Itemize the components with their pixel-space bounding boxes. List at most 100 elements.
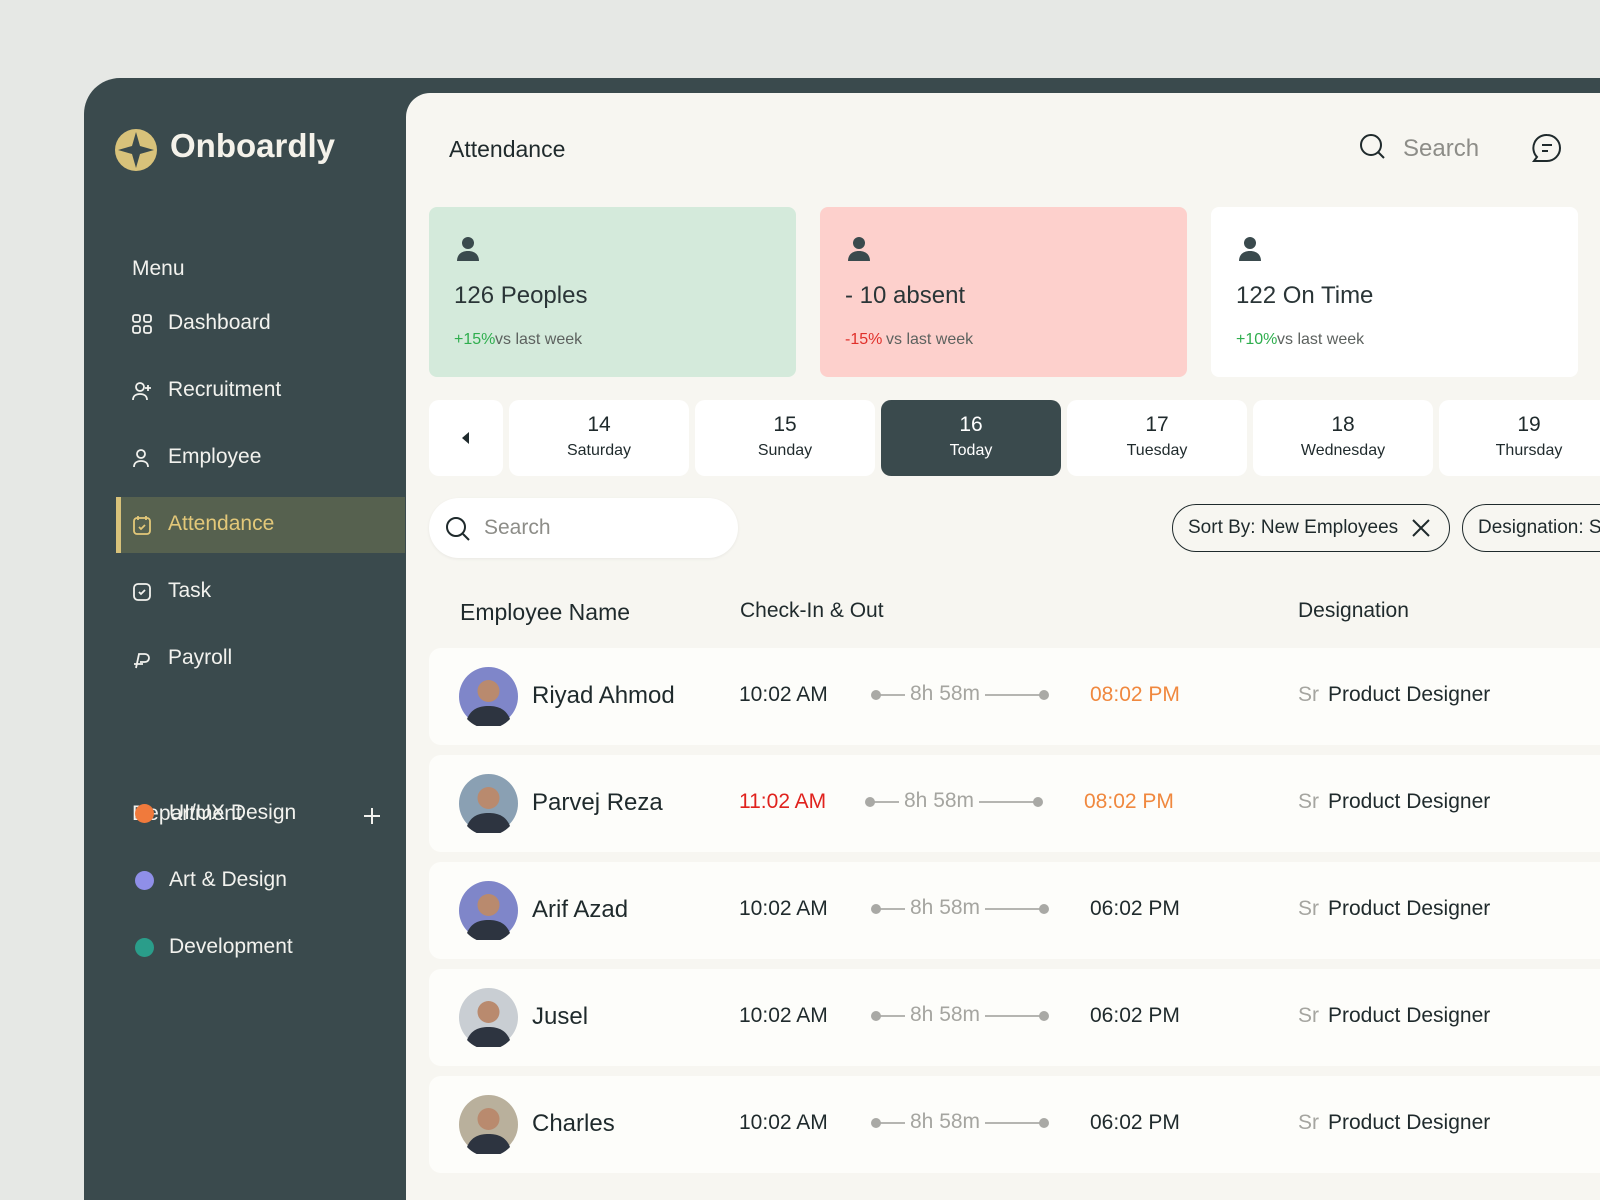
- duration-dot: [871, 690, 881, 700]
- department-dot: [135, 938, 154, 957]
- designation-level: Sr: [1298, 683, 1319, 706]
- column-header: Employee Name: [460, 599, 631, 625]
- duration-dot: [871, 904, 881, 914]
- menu-icon: [131, 514, 153, 541]
- calendar-day[interactable]: 15 Sunday: [695, 400, 875, 476]
- duration: 8h 58m: [905, 682, 986, 706]
- filter-chip[interactable]: Designation: S: [1462, 504, 1600, 552]
- avatar: [459, 988, 518, 1052]
- designation-level: Sr: [1298, 897, 1319, 920]
- menu-item[interactable]: Employee: [116, 430, 400, 486]
- menu-item[interactable]: Dashboard: [116, 296, 400, 352]
- menu-label: Task: [168, 579, 212, 602]
- menu-label: Recruitment: [168, 378, 282, 401]
- day-label: Saturday: [566, 442, 632, 459]
- check-out: 08:02 PM: [1084, 790, 1174, 813]
- logo: [115, 129, 157, 171]
- duration-dot: [871, 1011, 881, 1021]
- menu-icon: [131, 447, 153, 474]
- day-label: Today: [949, 442, 993, 459]
- duration-dot: [865, 797, 875, 807]
- department-label[interactable]: Art & Design: [169, 868, 287, 891]
- duration-dot: [1033, 797, 1043, 807]
- stat-change: +10%: [1236, 331, 1278, 348]
- stat-value: 122 On Time: [1236, 282, 1374, 309]
- designation-level: Sr: [1298, 1111, 1319, 1134]
- search-icon: [445, 516, 471, 547]
- search-placeholder: Search: [484, 516, 551, 539]
- search-icon: [1359, 133, 1387, 166]
- content-panel: Attendance Search 126 Peoples +15% vs last w…: [406, 93, 1600, 1200]
- column-header: Designation: [1298, 599, 1409, 622]
- avatar: [459, 774, 518, 838]
- day-number: 16: [959, 413, 983, 436]
- employee-name: Parvej Reza: [532, 789, 663, 816]
- department-title: Department: [132, 802, 242, 825]
- duration-dot: [1039, 904, 1049, 914]
- department-label[interactable]: UI/UX Design: [169, 801, 297, 824]
- stat-note: vs last week: [1277, 331, 1365, 348]
- department-label[interactable]: Development: [169, 935, 293, 958]
- day-number: 18: [1331, 413, 1355, 436]
- duration-dot: [1039, 1118, 1049, 1128]
- header-search[interactable]: Search: [1403, 135, 1480, 162]
- brand-name: Onboardly: [170, 127, 336, 164]
- duration: 8h 58m: [899, 789, 980, 813]
- check-out: 06:02 PM: [1090, 1004, 1180, 1027]
- table-row: Arif Azad 10:02 AM 8h 58m 06:02 PM Sr Product…: [429, 862, 1600, 959]
- menu-item[interactable]: Recruitment: [116, 363, 400, 419]
- check-in: 10:02 AM: [739, 683, 828, 706]
- day-label: Tuesday: [1126, 442, 1188, 459]
- menu-item[interactable]: Task: [116, 564, 400, 620]
- stat-card: 122 On Time +10% vs last week: [1211, 207, 1578, 377]
- designation: Product Designer: [1328, 897, 1491, 920]
- designation: Product Designer: [1328, 1004, 1491, 1027]
- employee-name: Charles: [532, 1110, 615, 1137]
- day-number: 19: [1517, 413, 1541, 436]
- avatar: [459, 667, 518, 731]
- table-row: Charles 10:02 AM 8h 58m 06:02 PM Sr Product D…: [429, 1076, 1600, 1173]
- add-department[interactable]: [362, 806, 382, 831]
- check-out: 06:02 PM: [1090, 897, 1180, 920]
- table-row: Riyad Ahmod 10:02 AM 8h 58m 08:02 PM Sr Produ…: [429, 648, 1600, 745]
- filter-label: Sort By: New Employees: [1188, 517, 1399, 538]
- duration: 8h 58m: [905, 1003, 986, 1027]
- menu-item[interactable]: Payroll: [116, 631, 400, 687]
- menu-icon: [131, 648, 153, 675]
- check-out: 08:02 PM: [1090, 683, 1180, 706]
- menu-label: Attendance: [168, 512, 275, 535]
- calendar-day[interactable]: 17 Tuesday: [1067, 400, 1247, 476]
- calendar-day[interactable]: 19 Thursday: [1439, 400, 1600, 476]
- calendar-prev[interactable]: [429, 400, 503, 476]
- day-label: Wednesday: [1300, 442, 1386, 459]
- stat-note: vs last week: [495, 331, 583, 348]
- table-search[interactable]: Search: [429, 498, 738, 558]
- menu-label: Employee: [168, 445, 262, 468]
- calendar-day[interactable]: 16 Today: [881, 400, 1061, 476]
- duration-dot: [871, 1118, 881, 1128]
- calendar-day[interactable]: 18 Wednesday: [1253, 400, 1433, 476]
- column-header: Check-In & Out: [740, 599, 884, 622]
- designation: Product Designer: [1328, 790, 1491, 813]
- day-label: Thursday: [1495, 442, 1563, 459]
- filter-chip[interactable]: Sort By: New Employees: [1172, 504, 1450, 552]
- menu-item[interactable]: Attendance: [116, 497, 405, 553]
- check-in: 11:02 AM: [739, 790, 827, 813]
- menu-label: Payroll: [168, 646, 233, 669]
- check-in: 10:02 AM: [739, 1111, 828, 1134]
- filter-label: Designation: S: [1478, 517, 1600, 538]
- stat-icon: [1238, 235, 1266, 268]
- day-number: 15: [773, 413, 797, 436]
- check-in: 10:02 AM: [739, 1004, 828, 1027]
- employee-name: Riyad Ahmod: [532, 682, 675, 709]
- stat-note: vs last week: [886, 331, 974, 348]
- department-dot: [135, 804, 154, 823]
- chat-icon[interactable]: [1532, 133, 1562, 168]
- filter-clear: [1411, 518, 1431, 543]
- menu-icon: [131, 581, 153, 608]
- stat-icon: [847, 235, 875, 268]
- day-label: Sunday: [757, 442, 813, 459]
- calendar-day[interactable]: 14 Saturday: [509, 400, 689, 476]
- stat-card: - 10 absent -15% vs last week: [820, 207, 1187, 377]
